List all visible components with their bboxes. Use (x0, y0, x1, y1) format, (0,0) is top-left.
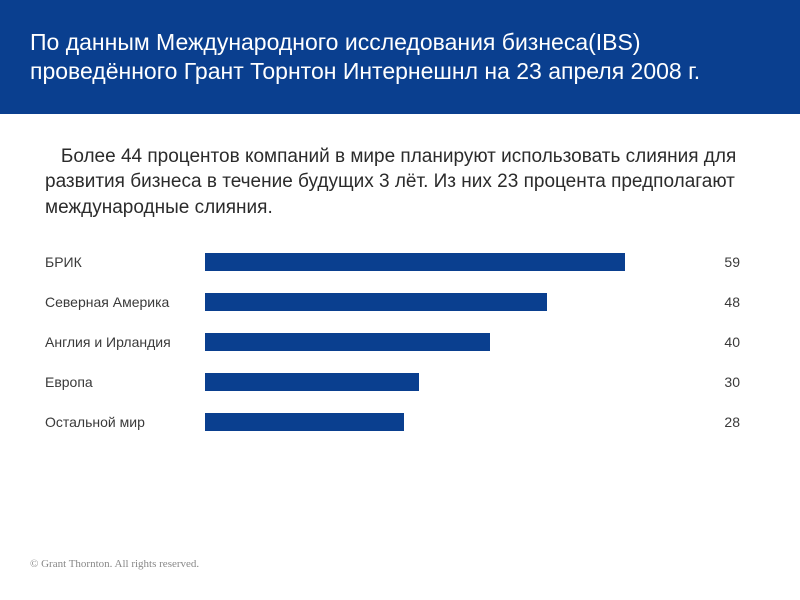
value-label: 28 (690, 414, 740, 430)
slide-title: По данным Международного исследования би… (30, 28, 750, 86)
category-label: Северная Америка (45, 294, 205, 310)
body-area: Более 44 процентов компаний в мире плани… (0, 114, 800, 439)
value-label: 30 (690, 374, 740, 390)
value-label: 59 (690, 254, 740, 270)
value-label: 48 (690, 294, 740, 310)
value-label: 40 (690, 334, 740, 350)
slide: По данным Международного исследования би… (0, 0, 800, 600)
chart-row: БРИК 59 (45, 246, 740, 278)
bar-fill (205, 293, 547, 311)
bar-track (205, 293, 625, 311)
chart-row: Остальной мир 28 (45, 406, 740, 438)
bar-fill (205, 253, 625, 271)
hbar-chart: БРИК 59 Северная Америка 48 Англия и Ирланди… (45, 246, 750, 438)
bar-track (205, 373, 625, 391)
bar-track (205, 253, 625, 271)
chart-row: Северная Америка 48 (45, 286, 740, 318)
bar-track (205, 333, 625, 351)
category-label: Англия и Ирландия (45, 334, 205, 350)
title-band: По данным Международного исследования би… (0, 0, 800, 114)
category-label: Остальной мир (45, 414, 205, 430)
bar-fill (205, 373, 419, 391)
chart-row: Европа 30 (45, 366, 740, 398)
copyright-notice: © Grant Thornton. All rights reserved. (30, 558, 199, 570)
bar-fill (205, 413, 404, 431)
category-label: БРИК (45, 254, 205, 270)
category-label: Европа (45, 374, 205, 390)
bar-track (205, 413, 625, 431)
chart-row: Англия и Ирландия 40 (45, 326, 740, 358)
bar-fill (205, 333, 490, 351)
body-paragraph: Более 44 процентов компаний в мире плани… (45, 144, 750, 221)
